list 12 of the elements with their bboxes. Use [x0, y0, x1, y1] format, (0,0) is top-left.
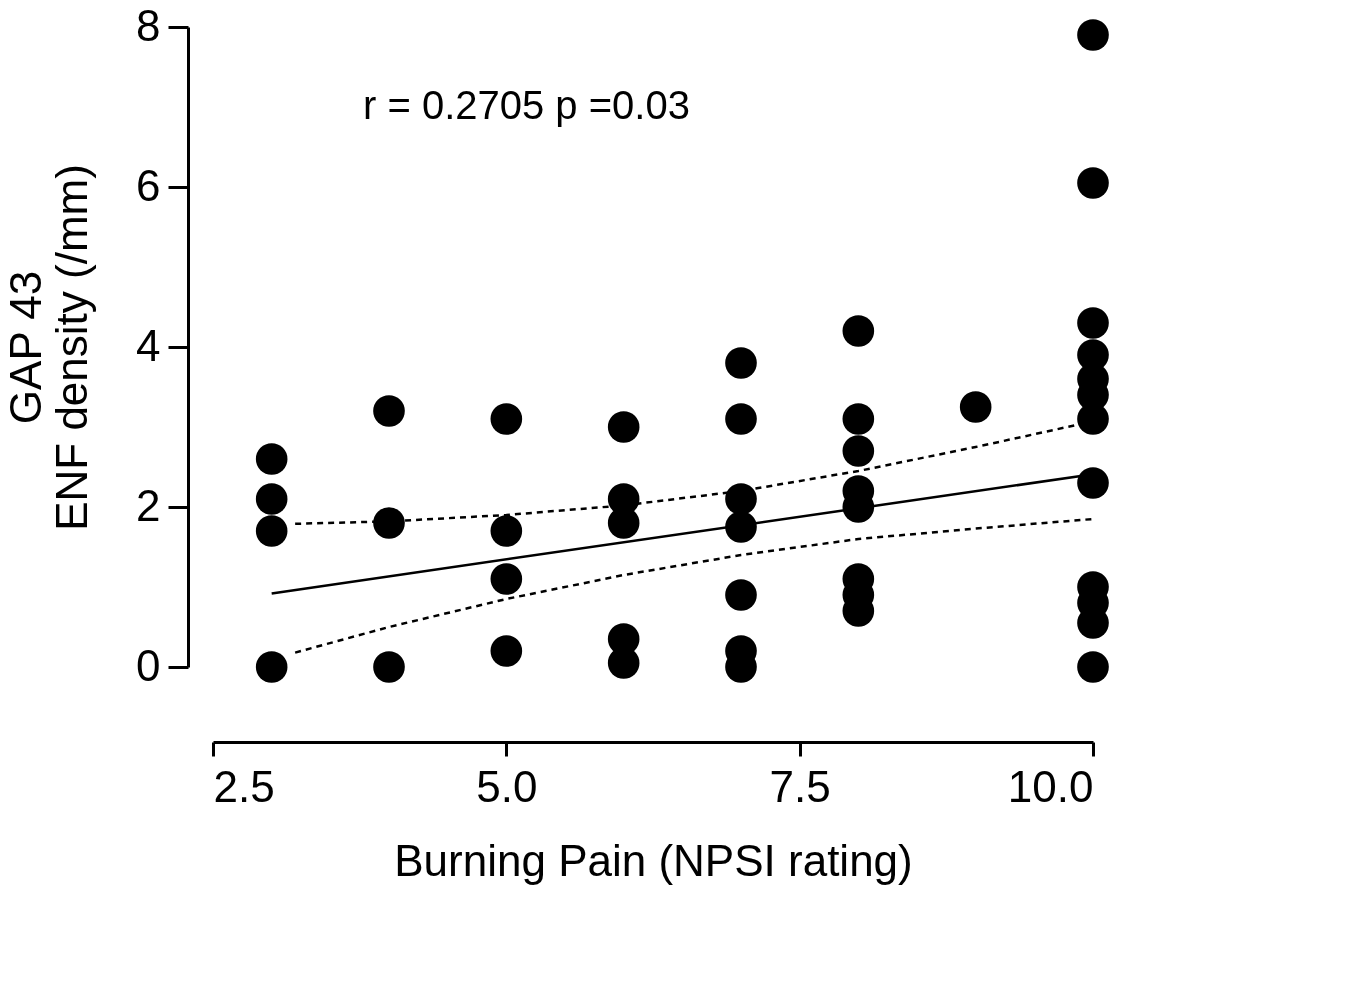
y-tick-label: 2: [136, 480, 161, 530]
x-tick-label: 10.0: [1007, 761, 1094, 811]
y-tick-label: 0: [136, 640, 161, 690]
y-tick-label: 4: [136, 320, 161, 370]
y-tick-label: 8: [136, 0, 161, 50]
y-axis-title: GAP 43 ENF density (/mm): [1, 164, 97, 531]
x-axis-title: Burning Pain (NPSI rating): [394, 835, 913, 885]
y-tick-label: 6: [136, 160, 161, 210]
x-tick-label: 7.5: [769, 761, 831, 811]
x-tick-label: 2.5: [213, 761, 275, 811]
annotation: r = 0.2705 p =0.03: [363, 83, 690, 127]
x-tick-label: 5.0: [476, 761, 538, 811]
